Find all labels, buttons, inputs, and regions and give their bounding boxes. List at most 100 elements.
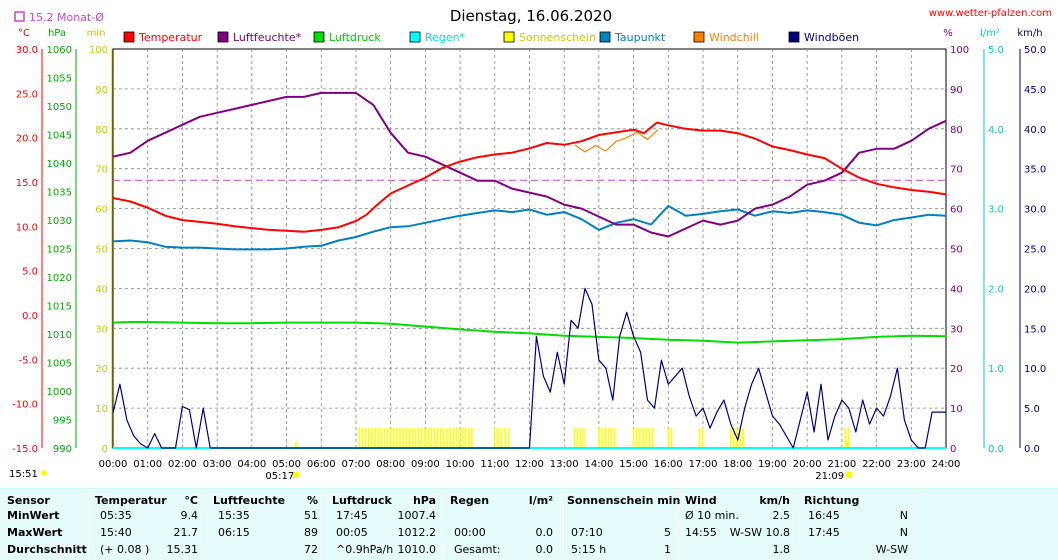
stats-unit-pressure: hPa bbox=[412, 494, 436, 507]
legend-label-0: Temperatur bbox=[138, 31, 203, 44]
legend-swatch-5 bbox=[599, 31, 611, 43]
stats-header-sensor: Sensor bbox=[7, 494, 50, 507]
legend-label-7: Windböen bbox=[804, 31, 859, 44]
x-tick: 18:00 bbox=[723, 459, 752, 470]
legend-swatch-7 bbox=[788, 31, 800, 43]
unit-label-rain: l/m² bbox=[980, 28, 1000, 39]
tick-pressure: 1005 bbox=[47, 359, 72, 370]
tick-temperature: 0.0 bbox=[22, 311, 38, 322]
sunrise-icon bbox=[293, 472, 300, 478]
tick-temperature: 30.0 bbox=[16, 45, 38, 56]
stats-cell-press-time: 17:45 bbox=[336, 509, 368, 522]
sunset-label: 21:09 bbox=[815, 471, 844, 482]
tick-sunshine: 90 bbox=[95, 85, 108, 96]
stats-cell-press-time: ^0.9hPa/h bbox=[336, 543, 394, 556]
tick-sunshine: 60 bbox=[95, 205, 108, 216]
tick-sunshine: 50 bbox=[95, 245, 108, 256]
x-tick: 16:00 bbox=[654, 459, 683, 470]
tick-rain: 1.0 bbox=[988, 364, 1004, 375]
x-tick: 11:00 bbox=[480, 459, 509, 470]
stats-cell-dir-val: N bbox=[899, 509, 908, 522]
x-tick: 22:00 bbox=[862, 459, 891, 470]
stats-cell-hum-val: 72 bbox=[304, 543, 318, 556]
tick-temperature: 15.0 bbox=[16, 178, 38, 189]
tick-rain: 0.0 bbox=[988, 444, 1004, 455]
tick-humidity: 40 bbox=[950, 284, 963, 295]
x-tick: 07:00 bbox=[342, 459, 371, 470]
tick-temperature: 10.0 bbox=[16, 222, 38, 233]
stats-unit-temperature: °C bbox=[184, 494, 198, 507]
tick-humidity: 80 bbox=[950, 125, 963, 136]
weather-chart: Dienstag, 16.06.2020 www.wetter-pfalzen.… bbox=[9, 7, 1052, 482]
stats-panel: Sensor Temperatur °C Luftfeuchte % Luftd… bbox=[0, 488, 1058, 560]
series-line-windböen bbox=[112, 287, 946, 449]
tick-pressure: 1020 bbox=[47, 273, 72, 284]
x-tick: 14:00 bbox=[585, 459, 614, 470]
tick-temperature: -15.0 bbox=[12, 444, 38, 455]
legend-swatch-2 bbox=[313, 31, 325, 43]
series-line-windchill bbox=[574, 129, 659, 153]
stats-cell-temp-time: 05:35 bbox=[100, 509, 132, 522]
month-avg-label: 15.2 Monat-Ø bbox=[29, 11, 104, 24]
tick-humidity: 20 bbox=[950, 364, 963, 375]
tick-pressure: 1010 bbox=[47, 330, 72, 341]
stats-cell-rain-time: Gesamt: bbox=[454, 543, 501, 556]
tick-temperature: 5.0 bbox=[22, 267, 38, 278]
legend-label-2: Luftdruck bbox=[329, 31, 381, 44]
stats-cell-dir-time: 16:45 bbox=[808, 509, 840, 522]
stats-cell-press-time: 00:05 bbox=[336, 526, 368, 539]
stats-header-rain: Regen bbox=[450, 494, 490, 507]
tick-pressure: 1015 bbox=[47, 302, 72, 313]
tick-wind: 5.0 bbox=[1024, 404, 1040, 415]
stats-cell-sun-time: 5:15 h bbox=[571, 543, 607, 556]
stats-cell-temp-val: 9.4 bbox=[180, 509, 199, 522]
stats-cell-temp-time: (+ 0.08 ) bbox=[100, 543, 150, 556]
tick-pressure: 1045 bbox=[47, 131, 72, 142]
x-tick: 00:00 bbox=[99, 459, 128, 470]
tick-sunshine: 0 bbox=[102, 444, 108, 455]
x-tick: 20:00 bbox=[793, 459, 822, 470]
unit-label-pressure: hPa bbox=[48, 28, 66, 39]
x-tick: 13:00 bbox=[550, 459, 579, 470]
x-tick: 01:00 bbox=[133, 459, 162, 470]
legend-label-1: Luftfeuchte* bbox=[233, 31, 302, 44]
tick-pressure: 1030 bbox=[47, 216, 72, 227]
tick-humidity: 60 bbox=[950, 205, 963, 216]
legend-label-3: Regen* bbox=[425, 31, 466, 44]
x-tick: 15:00 bbox=[619, 459, 648, 470]
x-tick: 09:00 bbox=[411, 459, 440, 470]
stats-cell-dir-time: 17:45 bbox=[808, 526, 840, 539]
stats-unit-rain: l/m² bbox=[528, 494, 553, 507]
x-tick: 17:00 bbox=[689, 459, 718, 470]
stats-cell-press-val: 1012.2 bbox=[397, 526, 437, 539]
tick-sunshine: 10 bbox=[95, 404, 108, 415]
unit-label-humidity: % bbox=[943, 28, 953, 39]
stats-cell-rain-time: 00:00 bbox=[454, 526, 486, 539]
tick-pressure: 990 bbox=[53, 444, 72, 455]
website-link[interactable]: www.wetter-pfalzen.com bbox=[929, 8, 1052, 19]
stats-cell-hum-time: 15:35 bbox=[218, 509, 250, 522]
stats-header-direction: Richtung bbox=[804, 494, 860, 507]
stats-cell-sun-time: 07:10 bbox=[571, 526, 603, 539]
tick-wind: 45.0 bbox=[1024, 85, 1046, 96]
stats-row-label: Durchschnitt bbox=[7, 543, 87, 556]
tick-wind: 30.0 bbox=[1024, 205, 1046, 216]
sunrise-label: 05:17 bbox=[265, 471, 294, 482]
stats-cell-rain-val: 0.0 bbox=[535, 543, 554, 556]
tick-sunshine: 40 bbox=[95, 284, 108, 295]
tick-pressure: 1000 bbox=[47, 387, 72, 398]
tick-sunshine: 30 bbox=[95, 324, 108, 335]
x-tick: 12:00 bbox=[515, 459, 544, 470]
stats-cell-wind-time: 14:55 bbox=[685, 526, 717, 539]
tick-humidity: 70 bbox=[950, 165, 963, 176]
tick-pressure: 1055 bbox=[47, 74, 72, 85]
stats-cell-wind-val: 2.5 bbox=[772, 509, 791, 522]
tick-humidity: 100 bbox=[950, 45, 969, 56]
tick-temperature: 20.0 bbox=[16, 134, 38, 145]
legend-label-5: Taupunkt bbox=[614, 31, 666, 44]
stats-cell-sun-val: 5 bbox=[664, 526, 671, 539]
stats-cell-hum-val: 89 bbox=[304, 526, 318, 539]
stats-cell-temp-time: 15:40 bbox=[100, 526, 132, 539]
tick-temperature: 25.0 bbox=[16, 89, 38, 100]
tick-pressure: 1035 bbox=[47, 188, 72, 199]
